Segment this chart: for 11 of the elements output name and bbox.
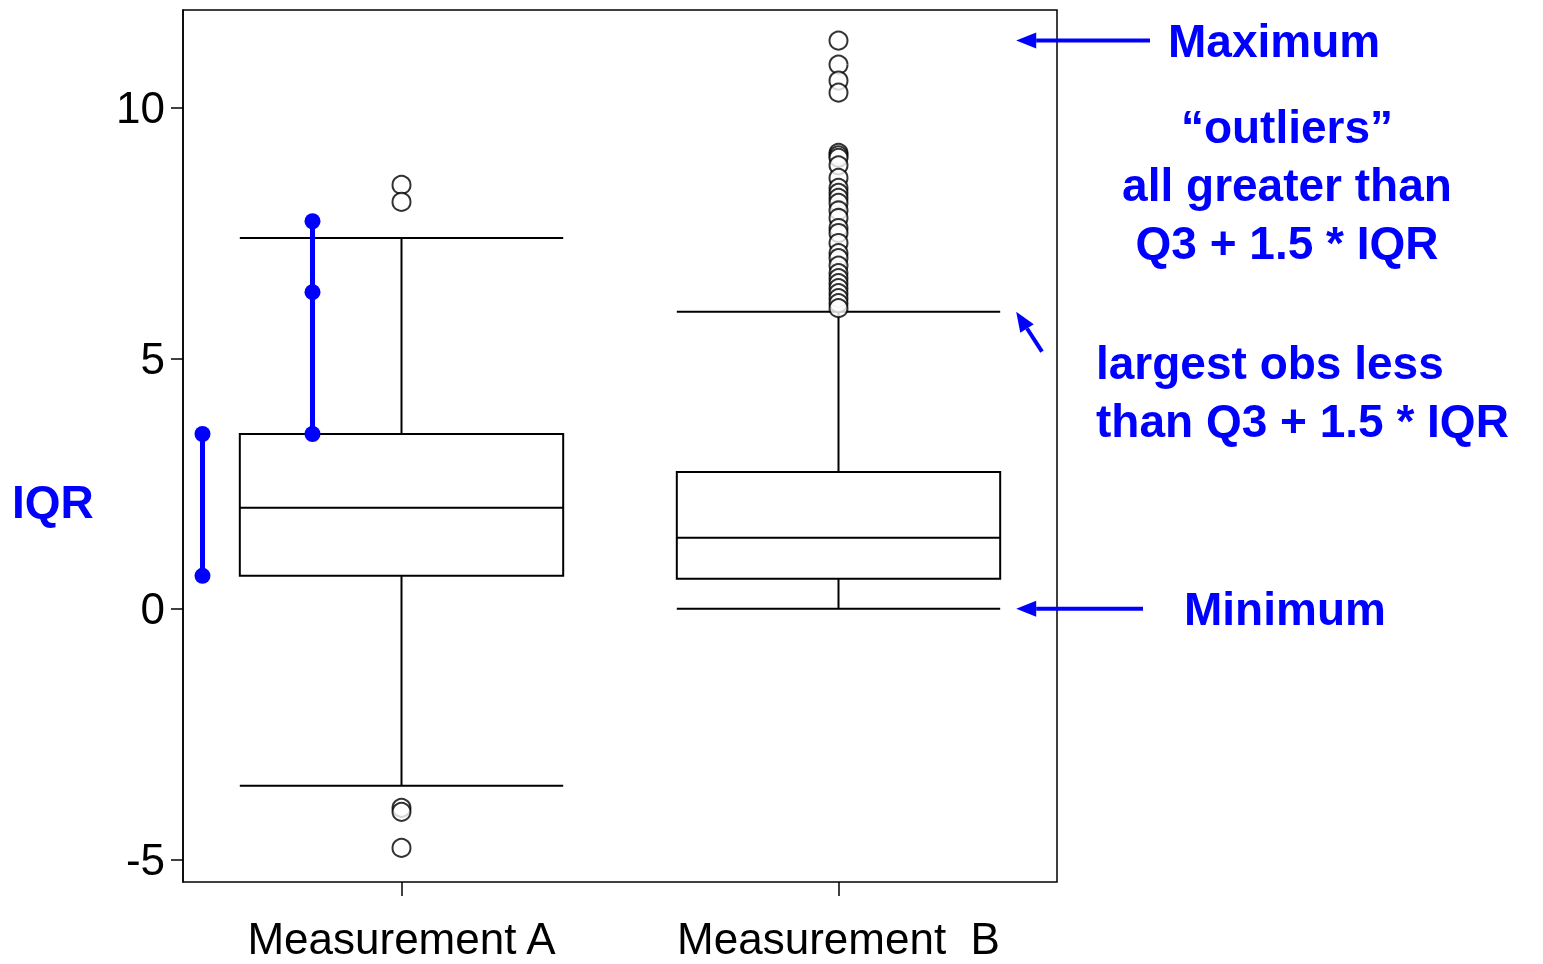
x-tick-label: Measurement A [247,913,557,963]
text: Minimum [1184,582,1386,635]
y-tick-label: 5 [140,333,165,383]
text: Maximum [1168,14,1381,67]
text: “outliers” all greater than Q3 + 1.5 * IQR [1122,101,1452,269]
text: IQR [12,476,94,528]
y-tick-label: 0 [140,584,165,634]
y-tick-label: -5 [125,834,165,884]
text: largest obs less than Q3 + 1.5 * IQR [1096,337,1509,447]
x-tick-label: Measurement B [677,913,1000,963]
y-tick-label: 10 [116,83,165,133]
